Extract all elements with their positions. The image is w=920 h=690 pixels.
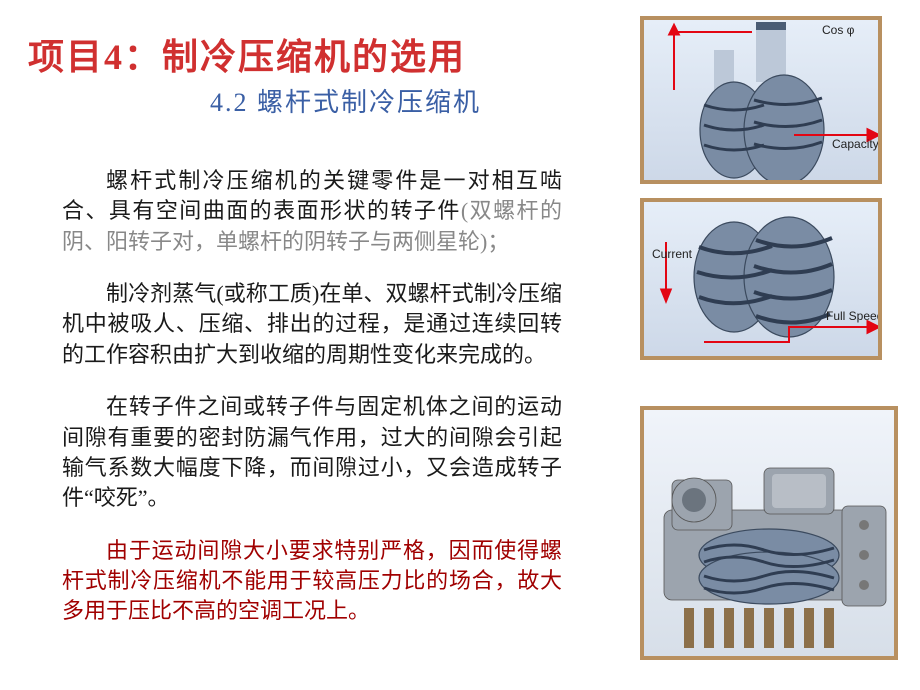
figure-1-label-right: Capacity bbox=[832, 137, 879, 151]
figure-3 bbox=[640, 406, 898, 660]
page-subtitle: 4.2 螺杆式制冷压缩机 bbox=[210, 82, 481, 119]
paragraph-3: 在转子件之间或转子件与固定机体之间的运动间隙有重要的密封防漏气作用，过大的间隙会… bbox=[62, 392, 562, 513]
figure-2-label-left: Current bbox=[652, 247, 693, 261]
figure-2: Current Full Speed bbox=[640, 198, 882, 360]
content-area: 螺杆式制冷压缩机的关键零件是一对相互啮合、具有空间曲面的表面形状的转子件(双螺杆… bbox=[62, 166, 562, 649]
paragraph-2: 制冷剂蒸气(或称工质)在单、双螺杆式制冷压缩机中被吸人、压缩、排出的过程，是通过… bbox=[62, 279, 562, 370]
title-text: 项目4：制冷压缩机的选用 bbox=[28, 37, 466, 77]
figure-2-svg: Current Full Speed bbox=[644, 202, 882, 360]
paragraph-4: 由于运动间隙大小要求特别严格，因而使得螺杆式制冷压缩机不能用于较高压力比的场合，… bbox=[62, 536, 562, 627]
figure-3-svg bbox=[644, 410, 898, 660]
figure-1: Cos φ Capacity bbox=[640, 16, 882, 184]
paragraph-1: 螺杆式制冷压缩机的关键零件是一对相互啮合、具有空间曲面的表面形状的转子件(双螺杆… bbox=[62, 166, 562, 257]
figure-1-svg: Cos φ Capacity bbox=[644, 20, 882, 184]
page-title: 项目4：制冷压缩机的选用 bbox=[28, 28, 466, 80]
figure-2-label-right: Full Speed bbox=[826, 309, 882, 323]
figure-1-label-top: Cos φ bbox=[822, 23, 855, 37]
